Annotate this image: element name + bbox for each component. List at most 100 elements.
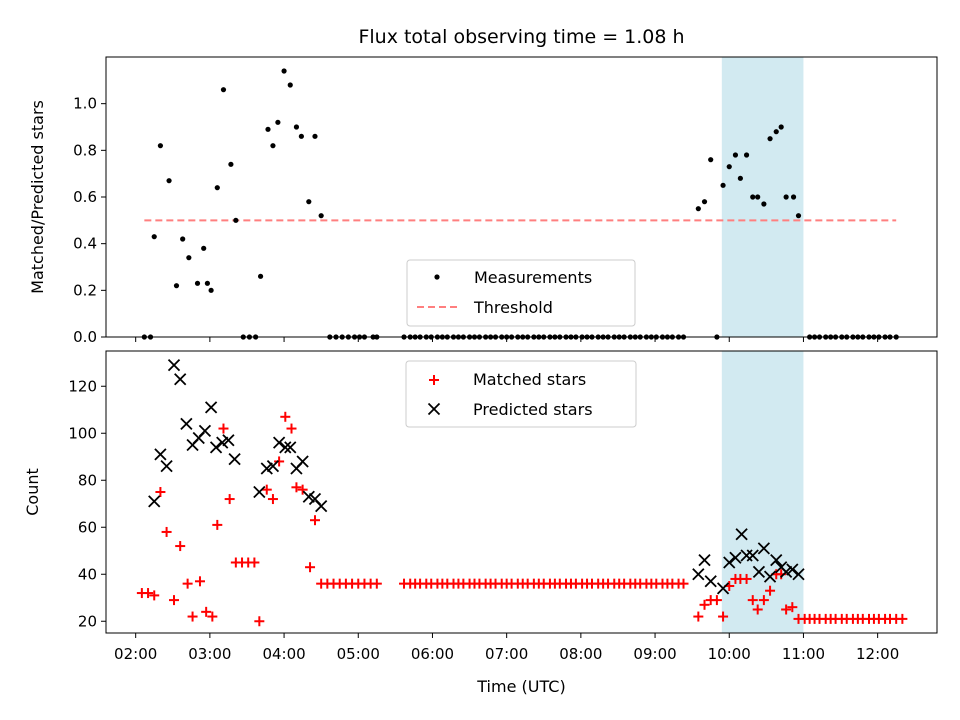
measurement-point (318, 213, 324, 219)
measurement-point (708, 157, 714, 163)
matched-star-point (207, 611, 218, 622)
legend-plus-marker (429, 375, 439, 385)
predicted-star-point (692, 568, 705, 581)
matched-star-point (218, 423, 229, 434)
matched-star-point (678, 578, 689, 589)
measurement-point (750, 194, 756, 200)
matched-star-point (297, 484, 308, 495)
predicted-star-point (174, 373, 187, 386)
bottom-y-tick-label: 20 (78, 612, 97, 630)
measurement-point (275, 119, 281, 125)
measurement-point (208, 287, 214, 293)
x-tick-label: 04:00 (262, 645, 305, 663)
bottom-subplot: 20 40 60 80 100 120 02:00 03:00 04:00 05:00 06:00… (23, 350, 938, 696)
predicted-star-point (296, 455, 309, 468)
x-tick-label: 05:00 (337, 645, 380, 663)
matched-star-point (693, 611, 704, 622)
predicted-star-point (698, 554, 711, 567)
matched-star-point (201, 606, 212, 617)
predicted-star-point (746, 549, 759, 562)
measurement-point (265, 126, 271, 132)
x-tick-label: 03:00 (188, 645, 231, 663)
legend-label-measurements: Measurements (474, 268, 592, 287)
bottom-axes-frame (105, 350, 938, 634)
predicted-star-point (198, 424, 212, 438)
matched-star-point (718, 611, 729, 622)
predicted-star-point (228, 452, 241, 466)
matched-star-point (249, 557, 260, 568)
bottom-x-ticks: 02:00 03:00 04:00 05:00 06:00 07:00 08:00 09:00… (114, 633, 899, 663)
measurement-point (173, 283, 180, 289)
matched-star-point (194, 576, 205, 587)
measurement-point (778, 124, 784, 130)
legend-label-matched-stars: Matched stars (473, 370, 586, 389)
matched-star-point (711, 595, 722, 606)
matched-star-point (254, 616, 265, 627)
predicted-star-point (167, 358, 181, 372)
measurement-point (186, 255, 192, 261)
predicted-star-point (284, 441, 297, 454)
measurement-point (701, 199, 708, 205)
top-y-tick-label: 0.2 (73, 281, 97, 299)
matched-star-point (182, 578, 193, 589)
top-y-tick-label: 0.0 (73, 328, 97, 346)
legend-label-predicted-stars: Predicted stars (473, 400, 593, 419)
top-observing-window-shade (721, 57, 804, 337)
matched-star-point (747, 595, 758, 606)
matched-star-points (136, 411, 908, 627)
measurement-point (761, 201, 767, 207)
measurement-point (257, 273, 264, 279)
x-tick-label: 02:00 (114, 645, 157, 663)
matched-star-point (169, 595, 180, 606)
measurement-point (233, 217, 239, 223)
predicted-star-point (180, 417, 193, 430)
measurement-point (743, 152, 750, 158)
predicted-star-point (716, 582, 730, 595)
predicted-star-point (792, 568, 805, 581)
predicted-star-point (272, 436, 286, 449)
predicted-star-point (204, 401, 218, 414)
predicted-star-point (757, 542, 771, 555)
measurement-point (726, 164, 732, 170)
measurement-point (298, 133, 304, 139)
matched-star-point (309, 515, 320, 526)
matched-star-point (175, 541, 186, 552)
matched-star-point (161, 526, 172, 537)
matched-star-point (267, 494, 278, 505)
matched-star-point (752, 604, 763, 615)
measurement-point (795, 213, 802, 219)
bottom-y-ticks: 20 40 60 80 100 120 (68, 377, 106, 630)
x-tick-label: 07:00 (485, 645, 528, 663)
predicted-star-point (763, 570, 777, 583)
top-y-tick-label: 0.8 (73, 141, 97, 159)
top-y-ticks: 0.0 0.2 0.4 0.6 0.8 1.0 (73, 95, 106, 346)
bottom-legend: Matched stars Predicted stars (405, 360, 637, 428)
measurement-point (287, 82, 293, 88)
measurement-point (166, 178, 172, 184)
predicted-star-point (723, 556, 736, 569)
matched-star-point (261, 484, 272, 495)
measurement-point (720, 182, 726, 188)
bottom-legend-box (405, 360, 637, 428)
measurement-point (270, 143, 276, 149)
matched-star-point (781, 604, 792, 615)
x-tick-label: 12:00 (856, 645, 899, 663)
matched-star-point (699, 599, 710, 610)
predicted-star-point (154, 448, 167, 461)
x-tick-label: 10:00 (708, 645, 751, 663)
predicted-star-point (222, 434, 235, 447)
measurement-point (755, 194, 761, 200)
predicted-star-point (770, 554, 783, 567)
measurement-point (228, 161, 234, 167)
top-legend-box (406, 259, 636, 327)
measurement-point (783, 194, 789, 200)
bottom-observing-window-shade (721, 351, 804, 633)
measurement-point (201, 245, 207, 251)
x-tick-label: 11:00 (782, 645, 825, 663)
x-axis-label: Time (UTC) (476, 677, 565, 696)
top-subplot: 0.0 0.2 0.4 0.6 0.8 1.0 Flux total observing … (28, 26, 938, 346)
measurement-point (790, 194, 797, 200)
matched-star-point (155, 487, 166, 497)
matched-star-point (371, 578, 382, 589)
